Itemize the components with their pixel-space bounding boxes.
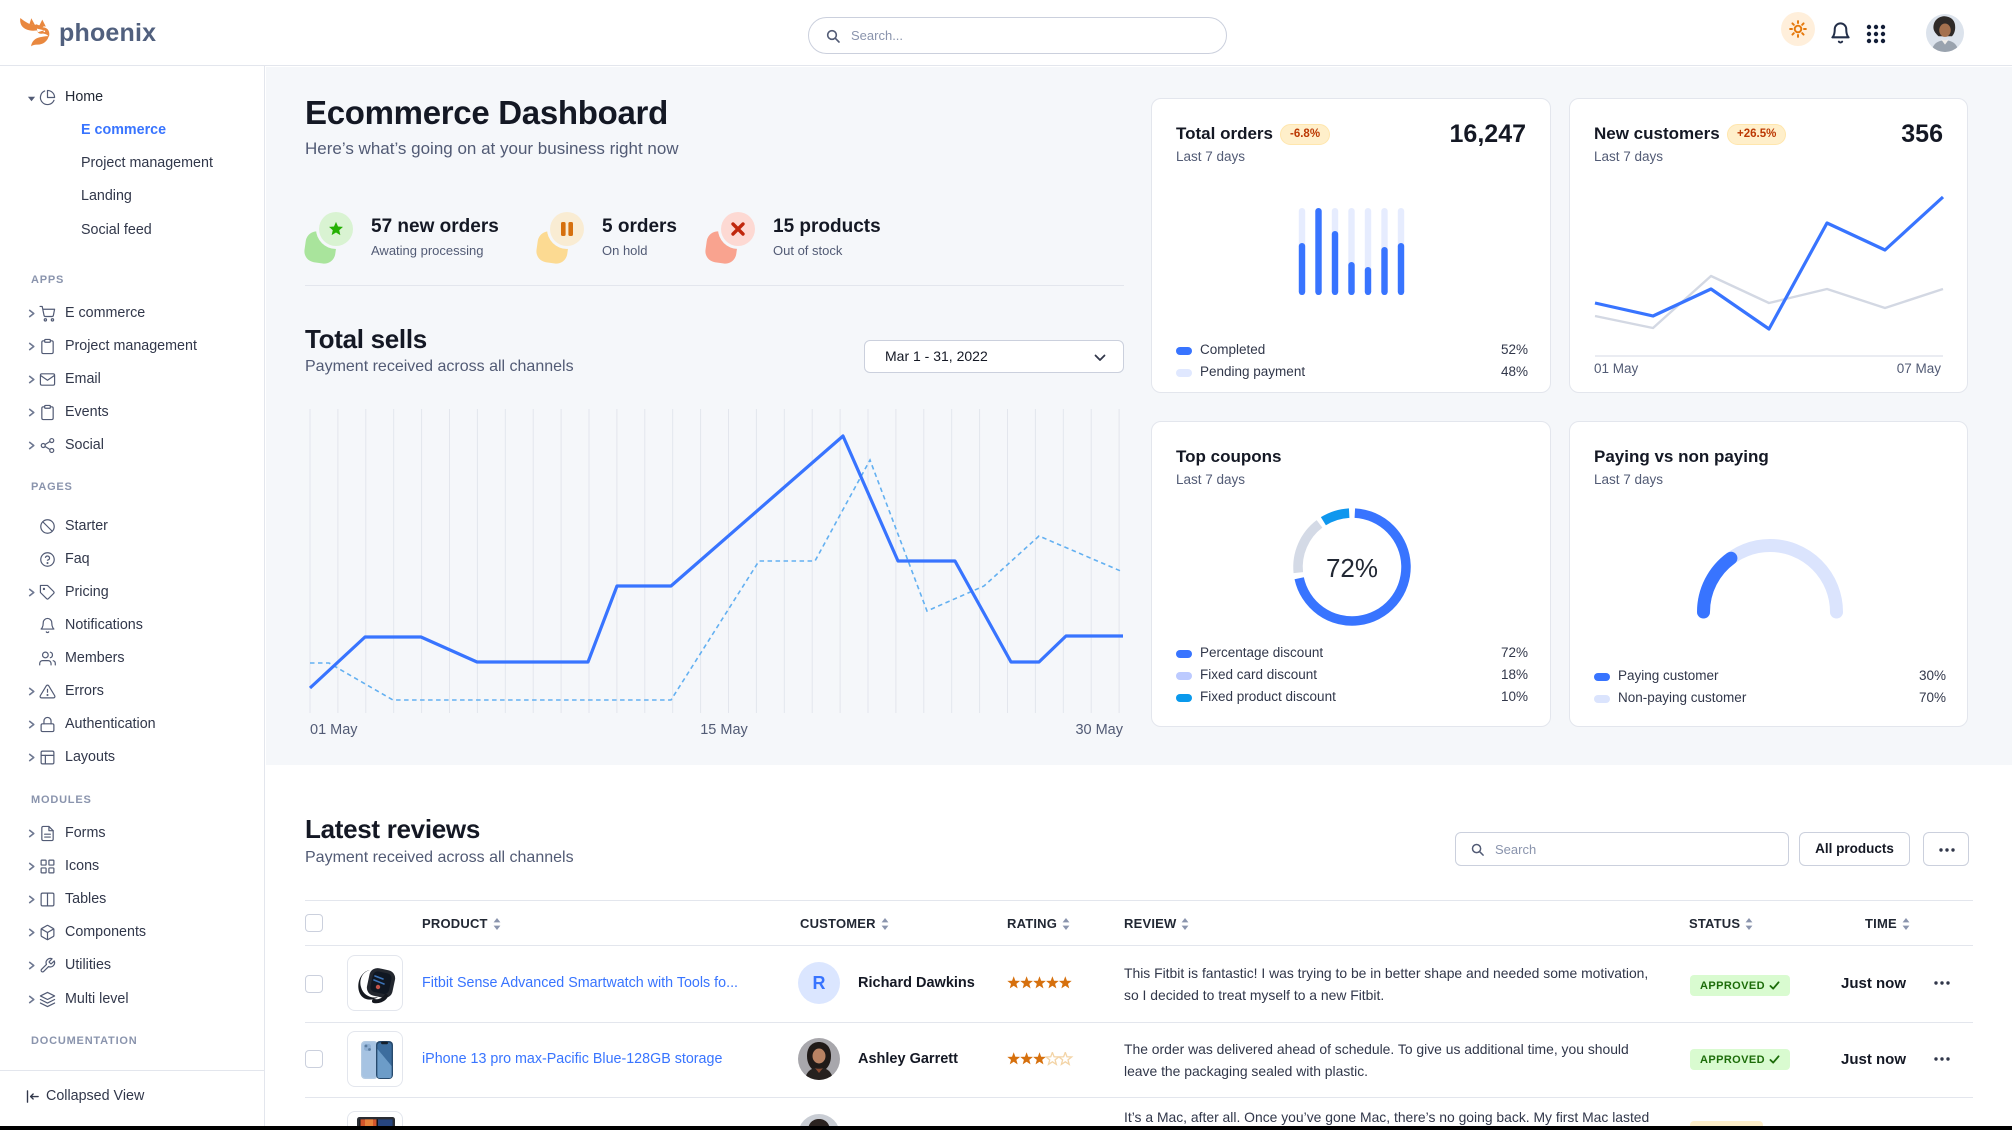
svg-text:15 May: 15 May bbox=[700, 722, 748, 738]
svg-text:01 May: 01 May bbox=[310, 722, 358, 738]
svg-text:30 May: 30 May bbox=[1075, 722, 1123, 738]
